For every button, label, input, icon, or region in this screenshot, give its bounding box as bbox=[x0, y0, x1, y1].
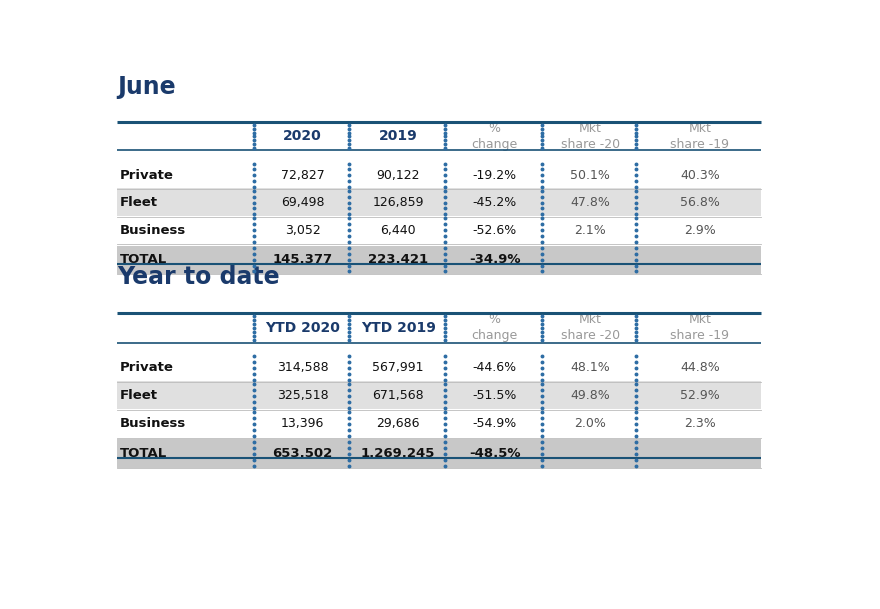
Text: TOTAL: TOTAL bbox=[121, 253, 167, 266]
Bar bbox=[117, 245, 761, 274]
Text: -19.2%: -19.2% bbox=[473, 169, 517, 182]
Text: 56.8%: 56.8% bbox=[680, 196, 720, 209]
Text: YTD 2019: YTD 2019 bbox=[361, 321, 436, 335]
Text: Fleet: Fleet bbox=[121, 196, 158, 209]
Text: Private: Private bbox=[121, 361, 174, 374]
Text: 223,421: 223,421 bbox=[368, 253, 429, 266]
Text: 90,122: 90,122 bbox=[377, 169, 420, 182]
Text: 2.0%: 2.0% bbox=[574, 417, 606, 431]
Text: 2.3%: 2.3% bbox=[684, 417, 715, 431]
Text: 671,568: 671,568 bbox=[372, 389, 424, 402]
Text: 13,396: 13,396 bbox=[281, 417, 325, 431]
Text: 40.3%: 40.3% bbox=[680, 169, 720, 182]
Text: -51.5%: -51.5% bbox=[473, 389, 517, 402]
Text: June: June bbox=[117, 75, 175, 99]
Text: Private: Private bbox=[121, 169, 174, 182]
Text: 2020: 2020 bbox=[283, 129, 322, 143]
Text: TOTAL: TOTAL bbox=[121, 448, 167, 460]
Text: 47.8%: 47.8% bbox=[570, 196, 610, 209]
Bar bbox=[117, 353, 761, 382]
Text: 48.1%: 48.1% bbox=[570, 361, 610, 374]
Bar bbox=[117, 216, 761, 244]
Text: 50.1%: 50.1% bbox=[570, 169, 610, 182]
Text: 69,498: 69,498 bbox=[281, 196, 325, 209]
Text: %
change: % change bbox=[472, 122, 517, 151]
Text: Mkt
share -19: Mkt share -19 bbox=[671, 122, 730, 151]
Text: 29,686: 29,686 bbox=[377, 417, 420, 431]
Text: 72,827: 72,827 bbox=[281, 169, 325, 182]
Bar bbox=[117, 381, 761, 410]
Text: 567,991: 567,991 bbox=[372, 361, 424, 374]
Text: -45.2%: -45.2% bbox=[473, 196, 517, 209]
Text: 2.9%: 2.9% bbox=[684, 224, 715, 237]
Text: 314,588: 314,588 bbox=[277, 361, 328, 374]
Text: 49.8%: 49.8% bbox=[570, 389, 610, 402]
Bar bbox=[117, 409, 761, 438]
Text: Mkt
share -19: Mkt share -19 bbox=[671, 314, 730, 342]
Text: 2019: 2019 bbox=[378, 129, 417, 143]
Text: -34.9%: -34.9% bbox=[469, 253, 520, 266]
Text: 145,377: 145,377 bbox=[273, 253, 333, 266]
Text: Year to date: Year to date bbox=[117, 265, 280, 289]
Text: 52.9%: 52.9% bbox=[680, 389, 720, 402]
Text: YTD 2020: YTD 2020 bbox=[265, 321, 340, 335]
Text: -54.9%: -54.9% bbox=[473, 417, 517, 431]
Text: 653,502: 653,502 bbox=[273, 448, 333, 460]
Text: 44.8%: 44.8% bbox=[680, 361, 720, 374]
Text: %
change: % change bbox=[472, 314, 517, 342]
Text: -44.6%: -44.6% bbox=[473, 361, 517, 374]
Text: 1,269,245: 1,269,245 bbox=[361, 448, 436, 460]
Text: Mkt
share -20: Mkt share -20 bbox=[561, 314, 620, 342]
Text: 3,052: 3,052 bbox=[285, 224, 320, 237]
Text: Fleet: Fleet bbox=[121, 389, 158, 402]
Bar bbox=[117, 440, 761, 468]
Text: 126,859: 126,859 bbox=[372, 196, 424, 209]
Text: -52.6%: -52.6% bbox=[473, 224, 517, 237]
Text: Mkt
share -20: Mkt share -20 bbox=[561, 122, 620, 151]
Text: Business: Business bbox=[121, 224, 187, 237]
Text: 325,518: 325,518 bbox=[277, 389, 328, 402]
Text: 2.1%: 2.1% bbox=[575, 224, 606, 237]
Text: -48.5%: -48.5% bbox=[469, 448, 520, 460]
Bar bbox=[117, 188, 761, 217]
Text: 6,440: 6,440 bbox=[380, 224, 416, 237]
Text: Business: Business bbox=[121, 417, 187, 431]
Bar bbox=[117, 161, 761, 189]
